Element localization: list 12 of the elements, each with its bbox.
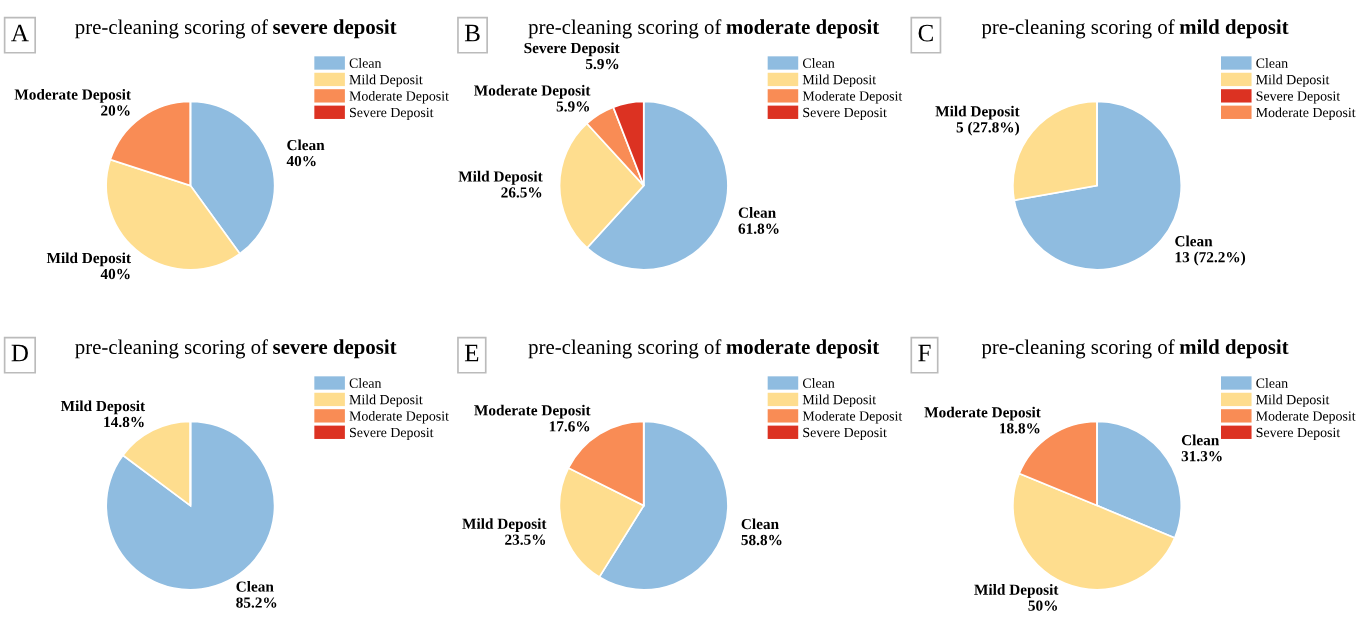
text: E — [464, 344, 479, 362]
text: A — [11, 24, 29, 42]
chart-title: pre-cleaning scoring of severe deposit — [75, 19, 397, 39]
chart-title: pre-cleaning scoring of severe deposit — [75, 339, 397, 359]
text: B — [464, 24, 480, 42]
chart-title: pre-cleaning scoring of mild deposit — [981, 339, 1289, 359]
text: F — [918, 344, 931, 362]
chart-title: pre-cleaning scoring of moderate deposit — [528, 339, 880, 359]
text: D — [11, 344, 28, 362]
chart-title: pre-cleaning scoring of moderate deposit — [528, 19, 880, 39]
text: C — [918, 24, 933, 42]
chart-title: pre-cleaning scoring of mild deposit — [981, 19, 1289, 39]
